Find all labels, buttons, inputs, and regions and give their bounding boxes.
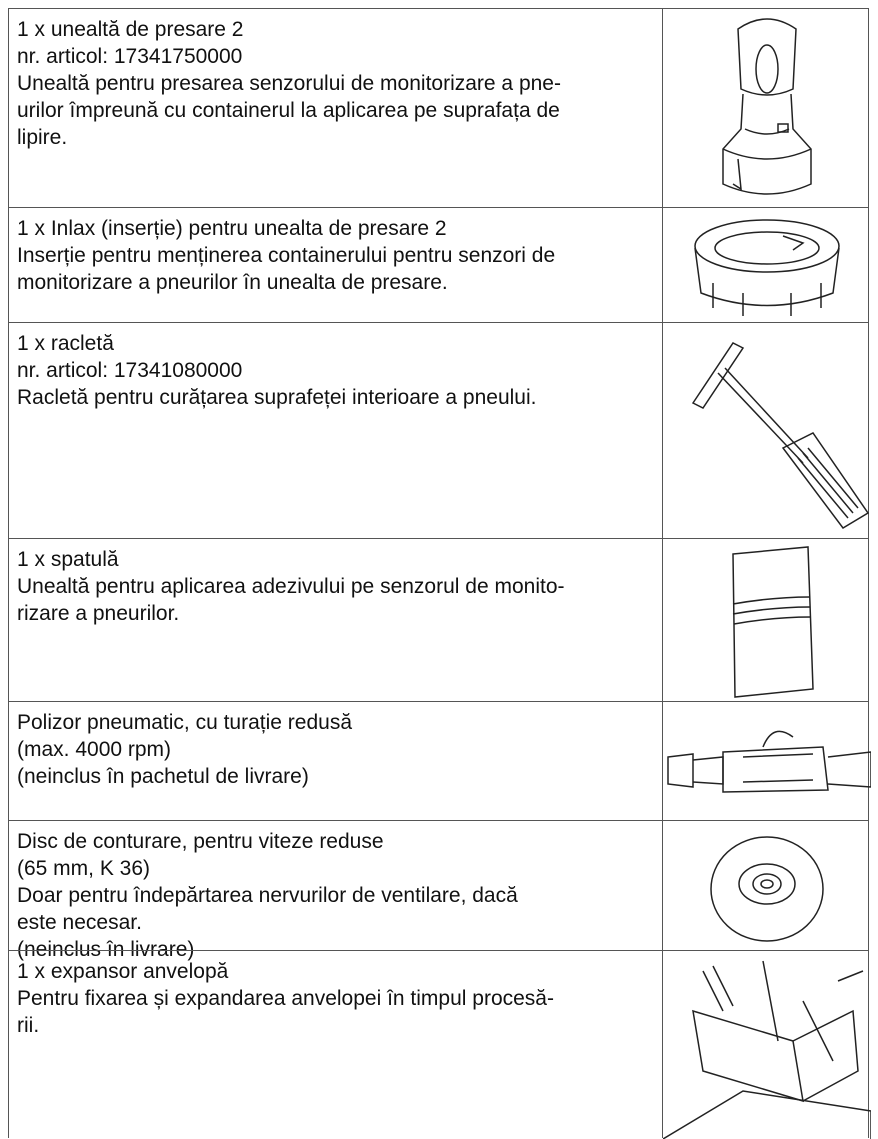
table-row: Polizor pneumatic, cu turație redusă (max… [8,701,871,820]
parts-table: 1 x unealtă de presare 2 nr. articol: 173… [8,8,871,1139]
text-line: Racletă pentru curățarea suprafeței inte… [17,386,537,409]
text-line: lipire. [17,126,68,149]
table-row: Disc de conturare, pentru viteze reduse (… [8,820,871,961]
text-line: nr. articol: 17341750000 [17,45,243,68]
text-line: Disc de conturare, pentru viteze reduse [17,830,384,853]
text-line: (max. 4000 rpm) [17,738,172,761]
table-row: 1 x Inlax (inserție) pentru unealta de p… [8,207,869,322]
text-line: rii. [17,1014,40,1037]
text-line: Polizor pneumatic, cu turație redusă [17,711,353,734]
description-cell: 1 x racletă nr. articol: 17341080000 Racle… [17,330,536,411]
text-line: 1 x racletă [17,332,114,355]
text-line: (neinclus în livrare) [17,938,195,961]
image-cell [662,323,871,538]
text-line: Inserție pentru menținerea containerului… [17,244,556,267]
inlay-image [694,219,840,316]
text-line: 1 x expansor anvelopă [17,960,229,983]
description-cell: 1 x expansor anvelopă Pentru fixarea și e… [17,958,554,1039]
table-row: 1 x racletă nr. articol: 17341080000 Racle… [8,322,871,538]
table-row: 1 x expansor anvelopă Pentru fixarea și e… [8,950,871,1139]
image-cell [662,821,871,950]
text-line: (neinclus în pachetul de livrare) [17,765,309,788]
text-line: Pentru fixarea și expandarea anvelopei î… [17,987,554,1010]
text-line: (65 mm, K 36) [17,857,151,880]
image-cell [662,702,871,820]
text-line: 1 x unealtă de presare 2 [17,18,244,41]
description-cell: 1 x spatulă Unealtă pentru aplicarea adez… [17,546,565,627]
grinder-image [667,730,871,793]
description-cell: 1 x unealtă de presare 2 nr. articol: 173… [17,16,561,151]
disc-image [710,836,824,942]
text-line: urilor împreună cu containerul la aplica… [17,99,560,122]
text-line: monitorizare a pneurilor în unealta de p… [17,271,448,294]
description-cell: Polizor pneumatic, cu turație redusă (max… [17,709,352,790]
scraper-image [691,342,870,529]
description-cell: Disc de conturare, pentru viteze reduse (… [17,828,518,963]
text-line: 1 x Inlax (inserție) pentru unealta de p… [17,217,447,240]
image-cell [662,9,871,207]
text-line: Doar pentru îndepărtarea nervurilor de v… [17,884,518,907]
spatula-image [732,546,814,698]
expander-image [663,960,871,1139]
text-line: nr. articol: 17341080000 [17,359,243,382]
image-cell [662,539,871,701]
text-line: Unealtă pentru aplicarea adezivului pe s… [17,575,565,598]
text-line: rizare a pneurilor. [17,602,180,625]
press-tool-image [722,18,812,195]
text-line: 1 x spatulă [17,548,119,571]
description-cell: 1 x Inlax (inserție) pentru unealta de p… [17,215,555,296]
table-row: 1 x spatulă Unealtă pentru aplicarea adez… [8,538,869,701]
image-cell [662,208,871,322]
text-line: este necesar. [17,911,142,934]
image-cell [662,951,871,1139]
table-row: 1 x unealtă de presare 2 nr. articol: 173… [8,8,869,207]
text-line: Unealtă pentru presarea senzorului de mo… [17,72,561,95]
